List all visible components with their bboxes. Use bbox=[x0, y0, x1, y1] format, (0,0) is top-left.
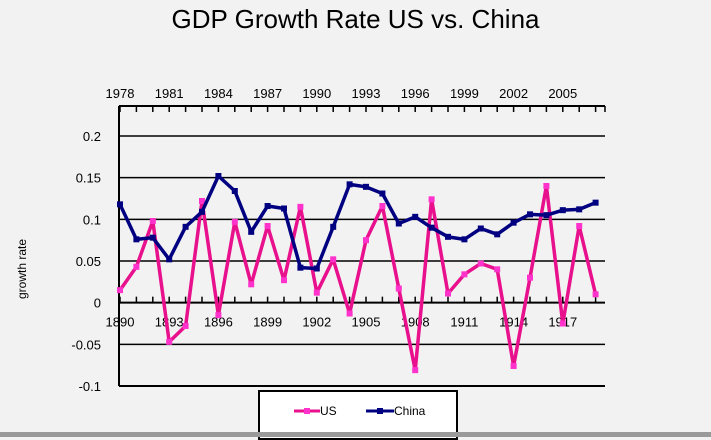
x-bottom-tick-label: 1899 bbox=[253, 315, 282, 330]
x-top-tick-label: 1984 bbox=[204, 86, 233, 101]
data-point-china bbox=[313, 265, 320, 272]
legend-swatch-china bbox=[366, 408, 394, 414]
window-bottom-bar bbox=[0, 432, 711, 437]
data-point-china bbox=[395, 220, 402, 227]
legend-item-us: US bbox=[294, 404, 337, 418]
data-point-china bbox=[149, 234, 156, 241]
x-top-tick-label: 1990 bbox=[302, 86, 331, 101]
x-top-tick-label: 1987 bbox=[253, 86, 282, 101]
data-point-us bbox=[166, 338, 173, 345]
data-point-china bbox=[231, 188, 238, 194]
x-bottom-tick-label: 1890 bbox=[106, 315, 135, 330]
data-point-us bbox=[428, 196, 435, 203]
data-point-china bbox=[117, 201, 123, 208]
legend-item-china: China bbox=[366, 404, 425, 418]
data-point-china bbox=[510, 219, 517, 226]
y-tick-label: 0.2 bbox=[83, 129, 101, 144]
chart-title: GDP Growth Rate US vs. China bbox=[171, 4, 540, 34]
data-point-us bbox=[297, 203, 304, 210]
series-line-us bbox=[118, 184, 598, 372]
y-tick-label: -0.05 bbox=[71, 337, 101, 352]
data-point-china bbox=[445, 233, 451, 240]
data-point-china bbox=[330, 223, 337, 230]
data-point-china bbox=[182, 223, 189, 230]
legend: US China bbox=[258, 390, 458, 440]
x-top-tick-label: 1978 bbox=[106, 86, 135, 101]
series-line-china bbox=[118, 174, 597, 271]
x-top-tick-label: 2005 bbox=[548, 86, 577, 101]
data-point-us bbox=[461, 271, 468, 278]
data-point-us bbox=[412, 367, 419, 374]
data-point-china bbox=[428, 224, 435, 231]
legend-label-china: China bbox=[394, 404, 426, 418]
data-point-china bbox=[281, 205, 287, 212]
x-top-tick-label: 1981 bbox=[155, 86, 184, 101]
data-point-us bbox=[576, 223, 583, 229]
legend-swatch-us bbox=[294, 408, 320, 414]
y-tick-label: 0.15 bbox=[76, 171, 101, 186]
data-point-us bbox=[510, 363, 517, 369]
data-point-us bbox=[543, 183, 550, 189]
data-point-china bbox=[592, 199, 599, 206]
data-point-us bbox=[395, 285, 402, 292]
data-point-china bbox=[494, 231, 501, 238]
data-point-us bbox=[494, 266, 501, 273]
x-bottom-tick-label: 1905 bbox=[352, 315, 381, 330]
data-point-us bbox=[248, 281, 255, 288]
data-point-us bbox=[363, 237, 369, 244]
data-point-us bbox=[559, 320, 566, 327]
x-bottom-tick-label: 1893 bbox=[155, 315, 184, 330]
data-point-china bbox=[215, 173, 222, 179]
data-point-china bbox=[477, 225, 484, 232]
x-bottom-tick-label: 1902 bbox=[302, 315, 331, 330]
data-point-china bbox=[363, 183, 369, 190]
x-top-tick-label: 1993 bbox=[352, 86, 381, 101]
x-bottom-tick-label: 1896 bbox=[204, 315, 233, 330]
data-point-us bbox=[592, 291, 599, 298]
data-point-us bbox=[281, 277, 287, 284]
data-point-china bbox=[199, 208, 205, 215]
data-point-china bbox=[412, 213, 419, 220]
data-point-china bbox=[133, 236, 140, 243]
data-point-us bbox=[527, 274, 533, 281]
data-point-china bbox=[248, 228, 255, 235]
data-point-china bbox=[264, 203, 271, 209]
data-point-us bbox=[133, 263, 140, 270]
y-tick-label: 0.1 bbox=[83, 212, 101, 227]
y-tick-label: -0.1 bbox=[79, 379, 101, 394]
data-point-us bbox=[346, 310, 353, 317]
data-point-china bbox=[461, 236, 468, 243]
data-point-us bbox=[182, 323, 189, 329]
data-point-china bbox=[543, 212, 550, 219]
data-point-us bbox=[215, 312, 222, 319]
data-point-us bbox=[313, 289, 320, 296]
x-top-tick-label: 1999 bbox=[450, 86, 479, 101]
data-point-us bbox=[330, 256, 337, 263]
data-point-china bbox=[379, 190, 386, 197]
data-point-us bbox=[149, 218, 156, 224]
data-point-china bbox=[297, 264, 304, 271]
data-point-us bbox=[445, 290, 451, 297]
data-point-us bbox=[231, 218, 238, 225]
legend-label-us: US bbox=[320, 404, 337, 418]
data-point-us bbox=[117, 287, 123, 294]
data-point-us bbox=[379, 203, 386, 209]
x-top-tick-label: 2002 bbox=[499, 86, 528, 101]
data-point-china bbox=[166, 256, 173, 263]
x-top-tick-label: 1996 bbox=[401, 86, 430, 101]
data-point-china bbox=[346, 181, 353, 188]
data-point-china bbox=[527, 211, 533, 218]
data-point-china bbox=[559, 207, 566, 214]
data-point-us bbox=[199, 198, 205, 204]
x-bottom-tick-label: 1911 bbox=[450, 315, 478, 330]
data-point-us bbox=[264, 223, 271, 229]
data-point-china bbox=[576, 206, 583, 213]
y-tick-label: 0 bbox=[94, 296, 101, 311]
y-tick-label: 0.05 bbox=[76, 254, 101, 269]
data-point-us bbox=[477, 260, 484, 267]
